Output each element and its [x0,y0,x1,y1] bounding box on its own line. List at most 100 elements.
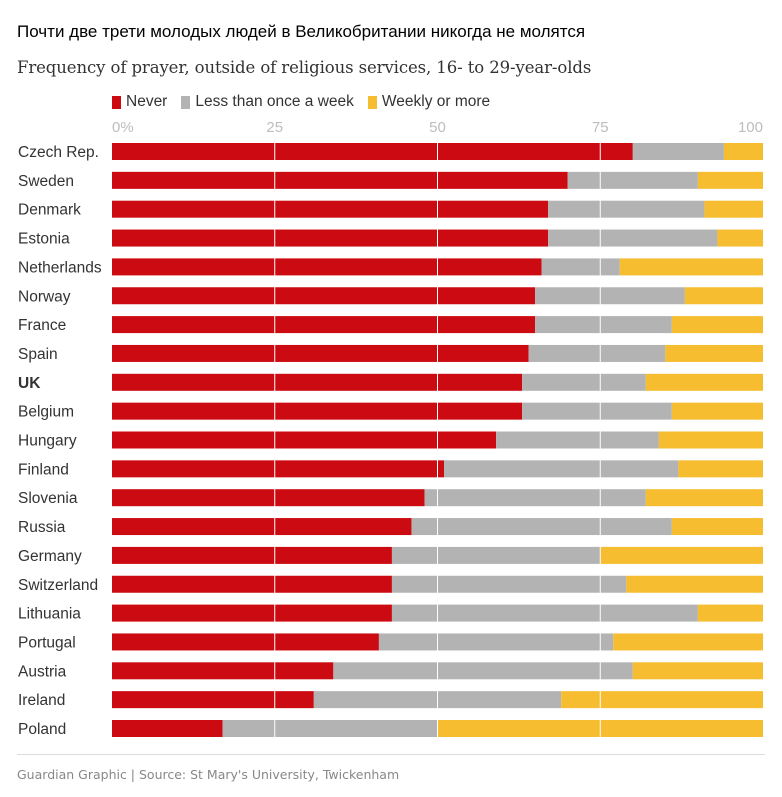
category-label: Ireland [18,692,65,709]
bar-segment-weekly-or-more [697,171,763,189]
bar-segment-weekly-or-more [671,402,763,420]
legend-item-weekly: Weekly or more [367,93,491,111]
category-label: Czech Rep. [18,144,99,161]
bar-segment-never [112,546,392,564]
bar-segment-weekly-or-more [600,546,763,564]
bar-segment-never [112,287,536,305]
legend-swatch-never [112,95,121,109]
category-label: France [18,317,66,334]
bar-segment-never [112,229,549,247]
bar-segment-weekly-or-more [632,662,763,680]
x-tick-label: 25 [266,119,283,136]
bar-segment-never [112,431,497,449]
bar-segment-never [112,604,392,622]
bar-segment-less-than-once-a-week [522,402,672,420]
bar-segment-weekly-or-more [723,143,763,160]
bar-segment-never [112,691,314,709]
bar-segment-never [112,316,536,334]
bar-segment-weekly-or-more [613,633,763,651]
stacked-bar-chart: 0% 25 50 75 100 Czech Rep. Sweden Denmark Estoni… [18,119,763,741]
bar-segment-less-than-once-a-week [535,287,685,305]
category-label: Lithuania [18,606,81,623]
legend-label-weekly: Weekly or more [381,93,491,110]
category-label: UK [18,375,41,392]
legend-item-less-than-weekly: Less than once a week [181,93,354,111]
bar-segment-never [112,518,412,536]
bar-segment-weekly-or-more [626,575,763,593]
category-label: Portugal [18,634,76,651]
legend-item-never: Never [112,93,167,111]
bar-segment-less-than-once-a-week [522,373,646,391]
category-label: Germany [18,548,82,565]
x-tick-label: 0% [112,119,134,136]
category-label: Russia [18,519,66,536]
bar-segment-never [112,460,445,478]
bar-segment-weekly-or-more [658,431,763,449]
bar-segment-less-than-once-a-week [424,489,646,507]
bar-segment-weekly-or-more [645,373,763,391]
bar-segment-weekly-or-more [697,604,763,622]
bar-segment-weekly-or-more [619,258,763,276]
bar-segment-weekly-or-more [665,344,763,362]
bar-segment-less-than-once-a-week [496,431,659,449]
bar-segment-never [112,402,523,420]
category-label: Hungary [18,433,77,450]
bar-segment-never [112,633,379,651]
bar-segment-less-than-once-a-week [391,604,698,622]
bar-segment-weekly-or-more [684,287,763,305]
category-label: Sweden [18,173,74,190]
bar-segment-less-than-once-a-week [528,344,666,362]
category-label: Poland [18,721,66,738]
bar-segment-less-than-once-a-week [567,171,698,189]
bar-segment-less-than-once-a-week [411,518,672,536]
footer-divider [17,754,765,755]
x-tick-label: 100 [738,119,763,136]
legend-label-never: Never [126,93,168,110]
category-label: Belgium [18,404,74,421]
legend-swatch-weekly [367,95,377,109]
bar-segment-less-than-once-a-week [541,258,620,276]
bar-segment-never [112,373,523,391]
category-label: Spain [18,346,58,363]
bar-segment-never [112,143,633,160]
bar-segment-weekly-or-more [671,316,763,334]
category-label: Switzerland [18,577,98,594]
bar-segment-never [112,720,223,737]
bar-segment-less-than-once-a-week [222,720,438,737]
x-tick-label: 50 [429,119,446,136]
legend-label-less-than-weekly: Less than once a week [195,93,354,110]
bar-segment-weekly-or-more [561,691,763,709]
bar-segment-never [112,258,542,276]
source-note: Guardian Graphic | Source: St Mary's Uni… [17,767,400,782]
category-label: Estonia [18,231,70,248]
bar-segment-weekly-or-more [704,200,763,218]
bar-segment-less-than-once-a-week [535,316,672,334]
bar-segment-less-than-once-a-week [378,633,614,651]
bar-segment-less-than-once-a-week [391,575,627,593]
bar-segment-less-than-once-a-week [444,460,679,478]
bar-segment-weekly-or-more [678,460,763,478]
category-label: Denmark [18,202,81,219]
category-label: Austria [18,663,67,680]
bar-segment-less-than-once-a-week [391,546,601,564]
category-label: Finland [18,461,69,478]
legend-swatch-less-than-weekly [181,95,191,109]
bar-segment-never [112,200,549,218]
category-label: Norway [18,288,71,305]
bar-segment-less-than-once-a-week [333,662,633,680]
bar-segment-weekly-or-more [717,229,763,247]
bar-segment-never [112,662,334,680]
bar-segment-never [112,344,529,362]
bar-segment-weekly-or-more [671,518,763,536]
chart-subtitle: Frequency of prayer, outside of religiou… [17,58,592,77]
bar-segment-weekly-or-more [645,489,763,507]
bar-segment-never [112,489,425,507]
bar-segment-less-than-once-a-week [548,200,705,218]
bar-segment-less-than-once-a-week [548,229,718,247]
legend: Never Less than once a week Weekly or mo… [112,93,504,111]
category-label: Netherlands [18,259,102,276]
x-tick-label: 75 [592,119,609,136]
bar-segment-less-than-once-a-week [632,143,724,160]
category-label: Slovenia [18,490,78,507]
bar-segment-never [112,171,568,189]
